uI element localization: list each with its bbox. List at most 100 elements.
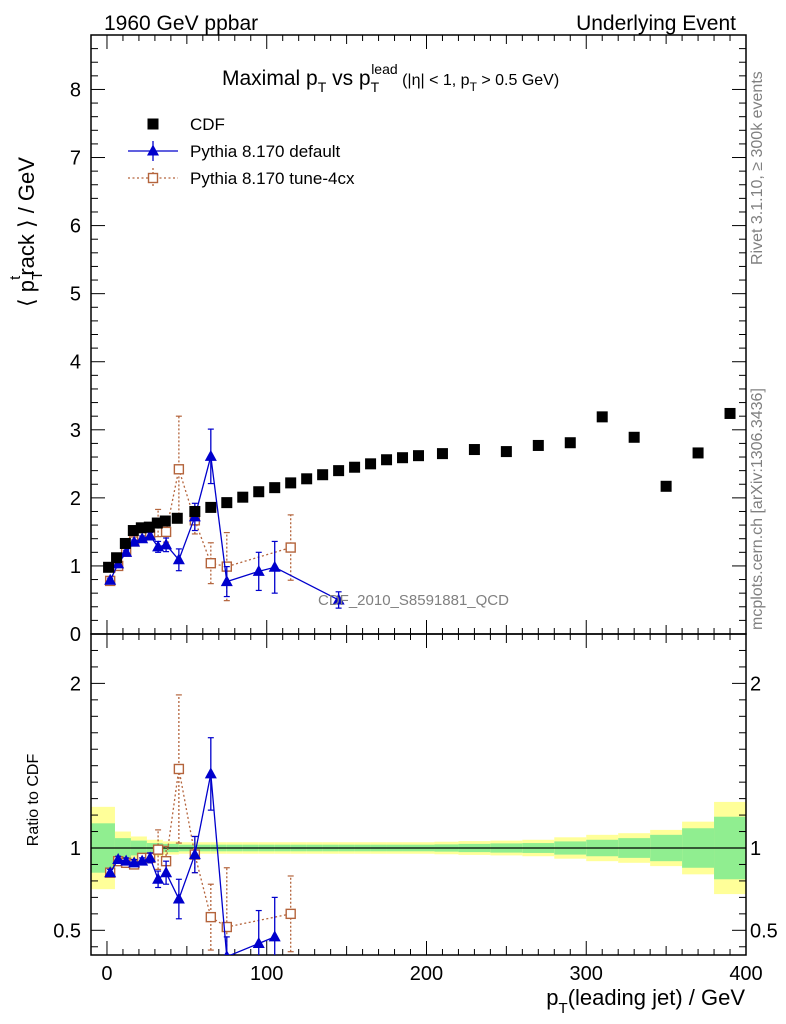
main-cdf-data-point (151, 517, 163, 529)
mcplots-label: mcplots.cern.ch [arXiv:1306.3436] (749, 388, 766, 630)
ratio-y-tick-label-right: 2 (750, 673, 761, 695)
ratio-tune4cx-data-point (221, 921, 232, 933)
legend-label: CDF (190, 115, 225, 134)
legend-label: Pythia 8.170 tune-4cx (190, 169, 355, 188)
main-cdf-data-point (159, 515, 171, 527)
x-tick-label: 100 (250, 963, 283, 985)
ratio-default-data-point (120, 854, 133, 866)
ratio-default-data-point (252, 936, 265, 948)
main-tune4cx-data-point (173, 464, 185, 475)
legend-label: Pythia 8.170 default (190, 142, 341, 161)
ratio-default-series (104, 737, 281, 955)
main-tune4cx-data-point (205, 558, 217, 569)
x-tick-label: 300 (570, 963, 603, 985)
ratio-frame-border (90, 633, 747, 956)
main-y-tick-label: 5 (70, 284, 81, 306)
legend: CDF Pythia 8.170 default Pythia 8.170 tune… (128, 115, 355, 188)
main-cdf-data-point (143, 521, 155, 533)
ratio-y-tick-label: 2 (70, 673, 81, 695)
main-cdf-data-point (127, 525, 139, 537)
main-cdf-data-point (119, 537, 131, 549)
analysis-label: CDF_2010_S8591881_QCD (318, 592, 509, 609)
main-cdf-data-point (111, 552, 123, 564)
main-cdf-data-point (333, 465, 345, 477)
data-series (103, 407, 736, 955)
axis-ticks (90, 34, 747, 955)
main-y-tick-label: 4 (70, 352, 81, 374)
main-cdf-data-point (237, 491, 249, 503)
main-cdf-data-point (724, 407, 736, 419)
ratio-default-data-point (104, 866, 117, 878)
main-cdf-data-point (221, 497, 233, 509)
main-cdf-data-point (171, 512, 183, 524)
ratio-default-data-point (112, 853, 125, 865)
ratio-default-data-point (188, 848, 201, 860)
main-cdf-data-point (628, 431, 640, 443)
legend-marker (147, 172, 159, 184)
main-cdf-data-point (189, 505, 201, 517)
main-tune4cx-series (104, 415, 296, 602)
main-y-tick-label: 2 (70, 488, 81, 510)
main-y-tick-label: 8 (70, 79, 81, 101)
main-default-series (104, 428, 345, 609)
main-cdf-data-point (532, 439, 544, 451)
main-cdf-data-point (413, 450, 424, 462)
main-cdf-data-point (285, 477, 297, 489)
main-default-data-point (332, 593, 345, 605)
ratio-tune4cx-data-point (152, 844, 164, 855)
chart-title: Maximal pT vs pTlead (|η| < 1, pT > 0.5 … (222, 61, 559, 95)
main-cdf-data-point (317, 469, 329, 481)
main-cdf-data-point (468, 444, 480, 456)
ratio-default-data-point (204, 767, 217, 779)
legend-marker (147, 118, 159, 130)
main-cdf-series (103, 407, 736, 573)
ratio-default-data-point (268, 930, 281, 942)
header-left: 1960 GeV ppbar (104, 12, 258, 35)
ratio-default-data-point (136, 854, 149, 866)
main-cdf-data-point (253, 486, 265, 498)
main-tune4cx-data-point (285, 542, 296, 553)
x-axis-label: pT(leading jet) / GeV (546, 985, 745, 1017)
main-cdf-data-point (269, 482, 281, 494)
x-tick-label: 200 (410, 963, 443, 985)
ratio-default-data-point (224, 950, 230, 955)
ratio-default-data-point (152, 872, 165, 884)
x-tick-label: 400 (729, 963, 762, 985)
header-right: Underlying Event (576, 12, 736, 35)
main-default-data-point (160, 538, 173, 550)
ratio-default-data-point (160, 866, 173, 878)
ratio-default-data-point (144, 851, 157, 863)
main-cdf-data-point (500, 446, 512, 458)
main-y-axis-label: ⟨ pTtrack ⟩ / GeV (7, 157, 46, 307)
main-cdf-data-point (349, 461, 361, 473)
main-cdf-data-point (692, 447, 704, 459)
ratio-default-data-point (172, 892, 185, 904)
main-y-tick-label: 3 (70, 420, 81, 442)
x-tick-label: 0 (101, 963, 112, 985)
main-tune4cx-data-point (160, 526, 172, 538)
main-y-tick-label: 1 (70, 556, 81, 578)
main-cdf-data-point (436, 448, 448, 460)
main-cdf-data-point (365, 458, 377, 470)
main-default-data-point (252, 564, 265, 576)
main-default-data-point (128, 535, 141, 547)
legend-marker (147, 144, 159, 156)
main-cdf-data-point (103, 561, 115, 573)
ratio-y-axis-label: Ratio to CDF (25, 754, 42, 847)
ratio-tune4cx-data-point (205, 911, 217, 923)
main-default-data-point (104, 573, 117, 585)
main-default-data-point (220, 575, 233, 587)
rivet-version-label: Rivet 3.1.10, ≥ 300k events (749, 71, 766, 265)
main-cdf-data-point (135, 522, 147, 534)
main-cdf-data-point (381, 454, 393, 466)
main-default-data-point (268, 560, 281, 572)
ratio-y-tick-label-right: 1 (750, 838, 761, 860)
ratio-y-tick-label: 0.5 (53, 920, 81, 942)
main-y-tick-label: 7 (70, 148, 81, 170)
main-cdf-data-point (596, 411, 608, 423)
main-y-tick-label: 0 (70, 624, 81, 646)
main-cdf-data-point (564, 437, 576, 449)
ratio-y-tick-label: 1 (70, 838, 81, 860)
main-cdf-data-point (397, 452, 409, 464)
